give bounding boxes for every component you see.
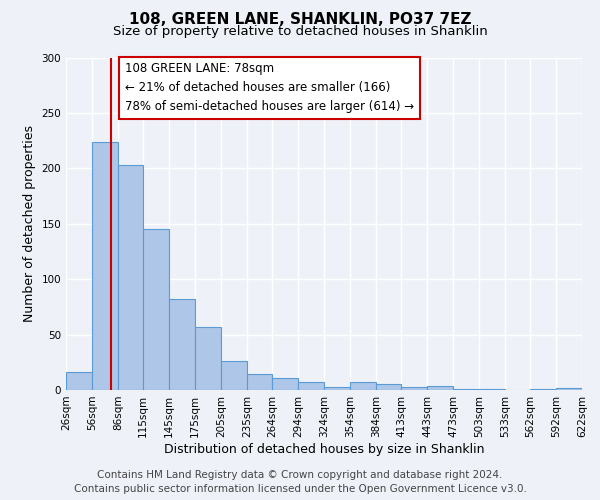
Bar: [453, 389, 479, 390]
Text: Size of property relative to detached houses in Shanklin: Size of property relative to detached ho…: [113, 25, 487, 38]
Bar: [272, 378, 298, 390]
Bar: [479, 389, 505, 390]
Text: 108, GREEN LANE, SHANKLIN, PO37 7EZ: 108, GREEN LANE, SHANKLIN, PO37 7EZ: [129, 12, 471, 28]
Bar: [324, 386, 350, 390]
Bar: [195, 327, 221, 390]
Bar: [427, 386, 453, 390]
X-axis label: Distribution of detached houses by size in Shanklin: Distribution of detached houses by size …: [164, 442, 484, 456]
Y-axis label: Number of detached properties: Number of detached properties: [23, 125, 36, 322]
Text: Contains HM Land Registry data © Crown copyright and database right 2024.
Contai: Contains HM Land Registry data © Crown c…: [74, 470, 526, 494]
Bar: [247, 374, 272, 390]
Bar: [298, 382, 324, 390]
Bar: [530, 389, 556, 390]
Bar: [92, 142, 118, 390]
Bar: [221, 361, 247, 390]
Bar: [169, 299, 195, 390]
Text: 108 GREEN LANE: 78sqm
← 21% of detached houses are smaller (166)
78% of semi-det: 108 GREEN LANE: 78sqm ← 21% of detached …: [125, 62, 415, 114]
Bar: [66, 372, 92, 390]
Bar: [556, 388, 582, 390]
Bar: [401, 386, 427, 390]
Bar: [376, 384, 401, 390]
Bar: [118, 165, 143, 390]
Bar: [350, 382, 376, 390]
Bar: [143, 230, 169, 390]
